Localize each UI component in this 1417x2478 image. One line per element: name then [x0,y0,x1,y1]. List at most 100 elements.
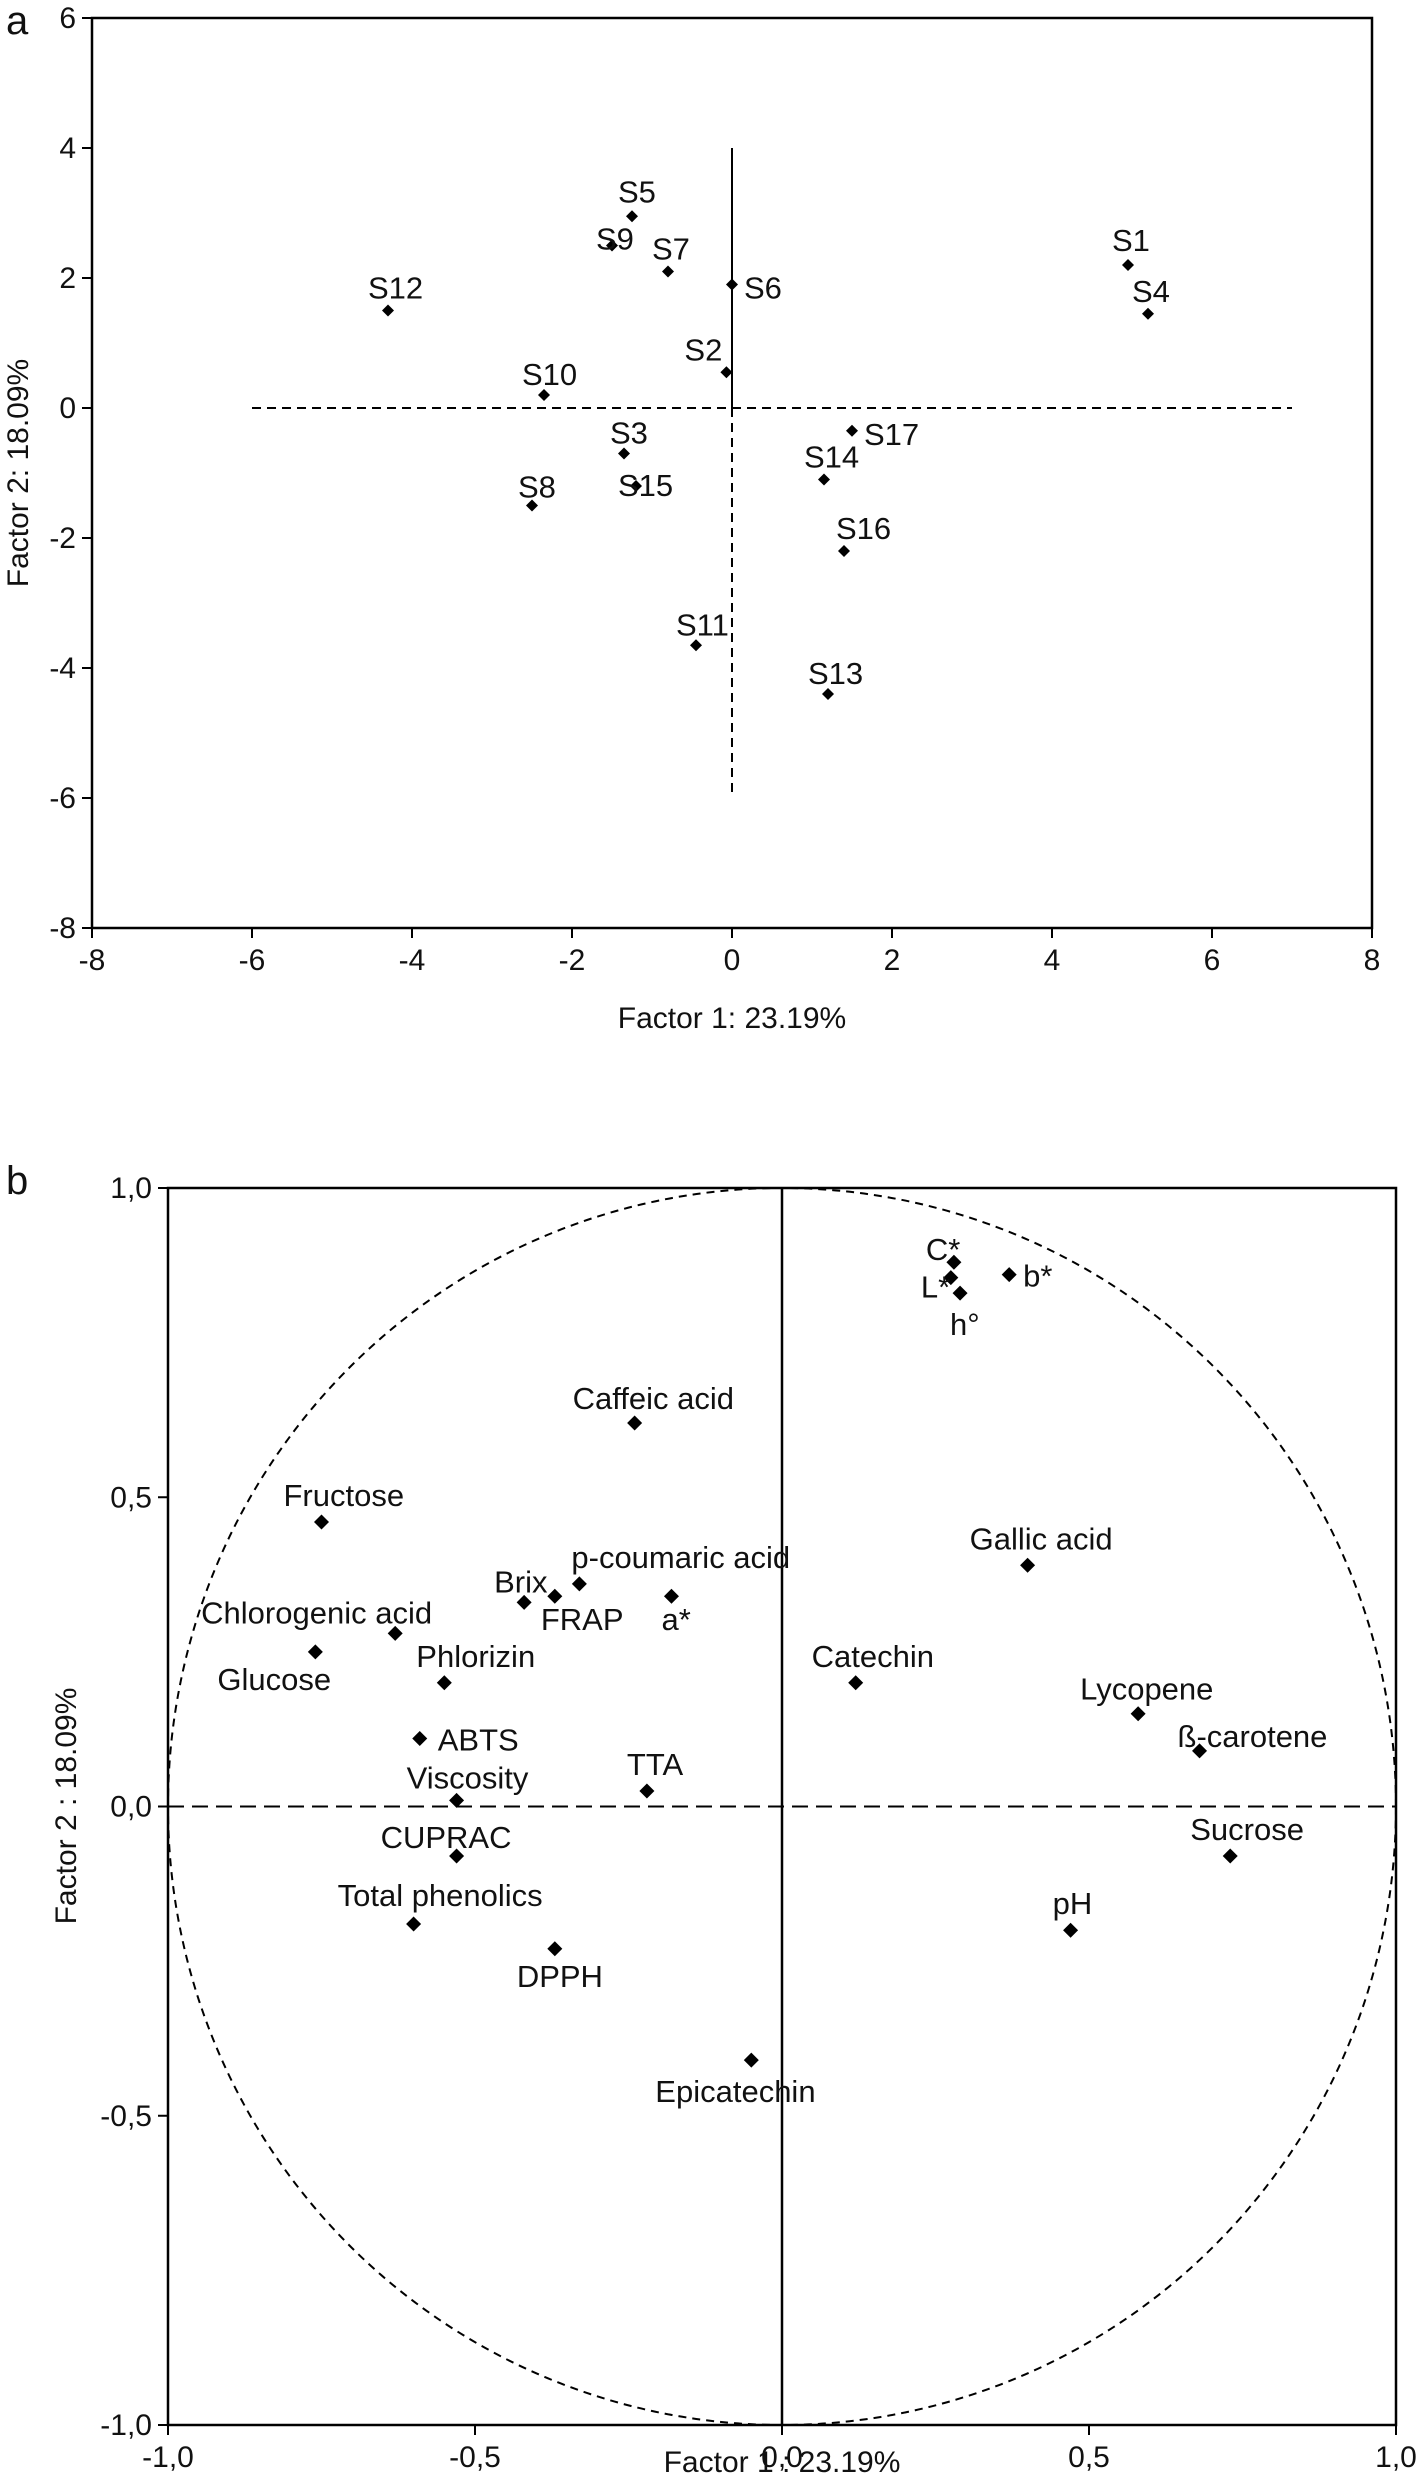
panel-a-y-axis-title: Factor 2: 18.09% [2,359,35,587]
panel-a-point-label-s10: S10 [522,357,577,392]
panel-b-point-caffeic-acid [627,1415,643,1431]
panel-a-point-label-s17: S17 [864,417,919,452]
panel-a-point-label-s5: S5 [618,174,656,209]
panel-b-point-cuprac [449,1848,465,1864]
panel-b-x-tick-label: -1,0 [142,2441,194,2474]
panel-b-letter: b [6,1159,28,1203]
panel-b-point-label-frap: FRAP [541,1602,624,1637]
panel-b-point-label-ph: pH [1053,1886,1093,1921]
panel-b-x-tick-label: 0,0 [761,2441,803,2474]
panel-b-point-label-catechin: Catechin [812,1639,934,1674]
panel-a-y-tick-label: -4 [49,652,76,685]
panel-b-data-points: C* b* L*h° Caffeic acid Fructose Gallic acid B… [201,1232,1327,2109]
panel-a-y-tick-label: -8 [49,912,76,945]
panel-b-x-tick-label: -0,5 [449,2441,501,2474]
panel-b-reference-lines [167,1187,1397,2426]
panel-b-point-label-sucrose: Sucrose [1190,1812,1304,1847]
panel-b-point-h [952,1285,968,1301]
panel-b-x-tick-label: 0,5 [1068,2441,1110,2474]
panel-b-point-label-cuprac: CUPRAC [381,1820,512,1855]
panel-a-point-label-s3: S3 [610,416,648,451]
panel-b-point-viscosity [449,1792,465,1808]
panel-b-loading-plot: b -1,0 -0,5 0,0 0,5 1,0 -1,0 -0,5 0,0 0,5 1,0 C*… [6,1159,1417,2478]
panel-b-point-chlorogenic-acid [387,1625,403,1641]
panel-a-point-label-s8: S8 [518,470,556,505]
panel-a-point-s1 [1122,259,1134,271]
panel-b-point-label-fructose: Fructose [284,1478,405,1513]
panel-a-point-s9 [606,239,618,252]
panel-a-point-s3 [618,447,630,460]
panel-a-point-label-s1: S1 [1112,223,1150,258]
panel-b-point-brix [516,1594,532,1610]
panel-a-y-tick-label: -2 [49,522,76,555]
panel-b-point-label-epicatechin: Epicatechin [655,2074,815,2109]
panel-a-y-tick-label: 6 [59,2,76,35]
panel-a-x-axis-ticks: -8 -6 -4 -2 0 2 4 6 8 [79,928,1380,977]
panel-b-point-label-b: b* [1023,1259,1052,1294]
panel-a-point-label-s13: S13 [808,656,863,691]
panel-a-point-s2 [720,366,733,379]
panel-a-point-s10 [538,389,550,401]
panel-a-y-tick-label: 2 [59,262,76,295]
panel-b-y-axis-title: Factor 2 : 18.09% [50,1688,83,1925]
panel-b-point-label-phlorizin: Phlorizin [416,1639,535,1674]
panel-b-point-label-a: a* [661,1602,690,1637]
panel-a-point-label-s4: S4 [1132,274,1170,309]
panel-b-point-gallic-acid [1020,1557,1036,1573]
panel-a-point-label-s6: S6 [744,271,782,306]
panel-b-point-label-dpph: DPPH [517,1959,603,1994]
panel-b-point-label-carotene: ß-carotene [1178,1719,1328,1754]
panel-a-x-tick-label: -6 [239,944,266,977]
panel-a-point-s7 [662,265,674,278]
panel-a-x-tick-label: 6 [1204,944,1221,977]
panel-b-y-tick-label: 1,0 [110,1172,152,1205]
panel-a-point-label-s15: S15 [618,468,673,503]
panel-a-point-label-s11: S11 [676,607,729,642]
panel-a-point-s16 [838,545,850,557]
panel-b-y-tick-label: 0,5 [110,1481,152,1514]
panel-b-x-tick-label: 1,0 [1375,2441,1417,2474]
panel-a-point-s15 [630,480,642,492]
panel-b-point-epicatechin [743,2052,759,2068]
panel-b-point-abts [412,1730,428,1746]
panel-b-point-dpph [547,1941,563,1957]
panel-a-point-label-s14: S14 [804,440,859,475]
panel-b-point-label-viscosity: Viscosity [407,1760,529,1795]
panel-b-y-tick-label: -0,5 [100,2100,152,2133]
panel-a-y-tick-label: 4 [59,132,76,165]
panel-b-x-axis-title: Factor 1 : 23.19% [664,2446,901,2478]
panel-b-point-label-lycopene: Lycopene [1080,1672,1213,1707]
panel-b-point-tta [639,1783,655,1799]
panel-a-x-tick-label: 4 [1044,944,1061,977]
panel-a-y-axis-ticks: -8 -6 -4 -2 0 2 4 6 [49,2,92,945]
panel-b-point-label-c: C* [926,1232,960,1267]
panel-a-point-label-s7: S7 [652,232,690,267]
panel-b-point-label-h: h° [950,1307,980,1342]
panel-a-point-s14 [818,473,830,486]
panel-a-x-tick-label: 2 [884,944,901,977]
panel-a-y-tick-label: -6 [49,782,76,815]
panel-b-point-carotene [1192,1743,1208,1759]
panel-b-point-p-coumaric-acid [571,1576,587,1592]
panel-a-point-s8 [526,499,538,512]
panel-b-x-axis-ticks: -1,0 -0,5 0,0 0,5 1,0 [142,2425,1417,2474]
panel-b-point-label-gallic-acid: Gallic acid [970,1521,1113,1556]
panel-b-point-total-phenolics [406,1916,422,1932]
panel-a-letter: a [6,0,29,43]
panel-a-point-s5 [626,210,638,223]
panel-b-point-glucose [307,1644,323,1660]
panel-b-point-label-brix: Brix [494,1564,548,1599]
panel-a-reference-lines [252,148,1292,798]
panel-a-x-tick-label: -8 [79,944,106,977]
panel-b-y-tick-label: 0,0 [110,1791,152,1824]
panel-b-point-a [663,1588,679,1604]
panel-b-point-phlorizin [436,1675,452,1691]
panel-b-y-axis-ticks: -1,0 -0,5 0,0 0,5 1,0 [100,1172,168,2442]
panel-b-point-frap [547,1588,563,1604]
panel-a-x-axis-title: Factor 1: 23.19% [618,1002,846,1035]
panel-b-point-ph [1063,1922,1079,1938]
panel-b-point-lycopene [1130,1706,1146,1722]
panel-a-point-label-s2: S2 [684,332,722,367]
panel-b-point-c [946,1254,962,1270]
panel-a-point-s12 [382,304,394,317]
